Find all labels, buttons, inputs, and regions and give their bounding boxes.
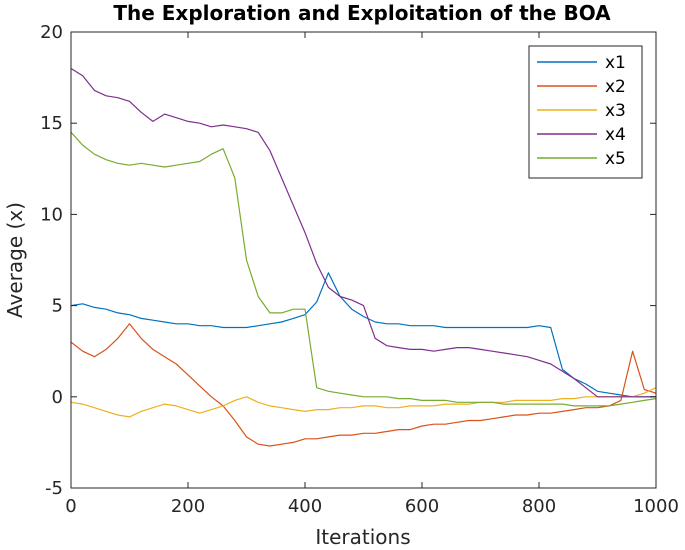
series-line-x5 <box>70 131 657 407</box>
x-tick-label: 1000 <box>633 496 679 517</box>
x-tick-label: 0 <box>65 496 76 517</box>
x-tick-label: 200 <box>171 496 205 517</box>
plot-area <box>70 67 657 447</box>
y-axis-label: Average (x) <box>3 202 27 318</box>
y-tick-label: -5 <box>45 478 63 499</box>
legend-box <box>528 45 643 179</box>
y-tick-label: 10 <box>40 204 63 225</box>
legend-label-x1: x1 <box>605 53 626 73</box>
legend-label-x5: x5 <box>605 149 626 169</box>
y-tick-label: 0 <box>52 387 63 408</box>
x-tick-label: 600 <box>405 496 439 517</box>
series-line-x1 <box>70 272 656 398</box>
legend: x1 x2 x3 x4 x5 <box>528 45 643 179</box>
x-axis-label: Iterations <box>315 525 410 549</box>
y-tick-label: 20 <box>40 22 63 43</box>
y-tick-label: 15 <box>40 113 63 134</box>
x-tick-label: 800 <box>522 496 556 517</box>
chart-title: The Exploration and Exploitation of the … <box>113 1 611 25</box>
x-tick-label: 400 <box>288 496 322 517</box>
legend-label-x2: x2 <box>605 77 626 97</box>
y-tick-label: 5 <box>52 296 63 317</box>
series-line-x3 <box>70 387 657 418</box>
series-line-x2 <box>70 323 657 447</box>
legend-label-x3: x3 <box>605 101 626 121</box>
axes-box <box>70 31 657 489</box>
series-line-x4 <box>70 67 656 398</box>
legend-label-x4: x4 <box>605 125 626 145</box>
